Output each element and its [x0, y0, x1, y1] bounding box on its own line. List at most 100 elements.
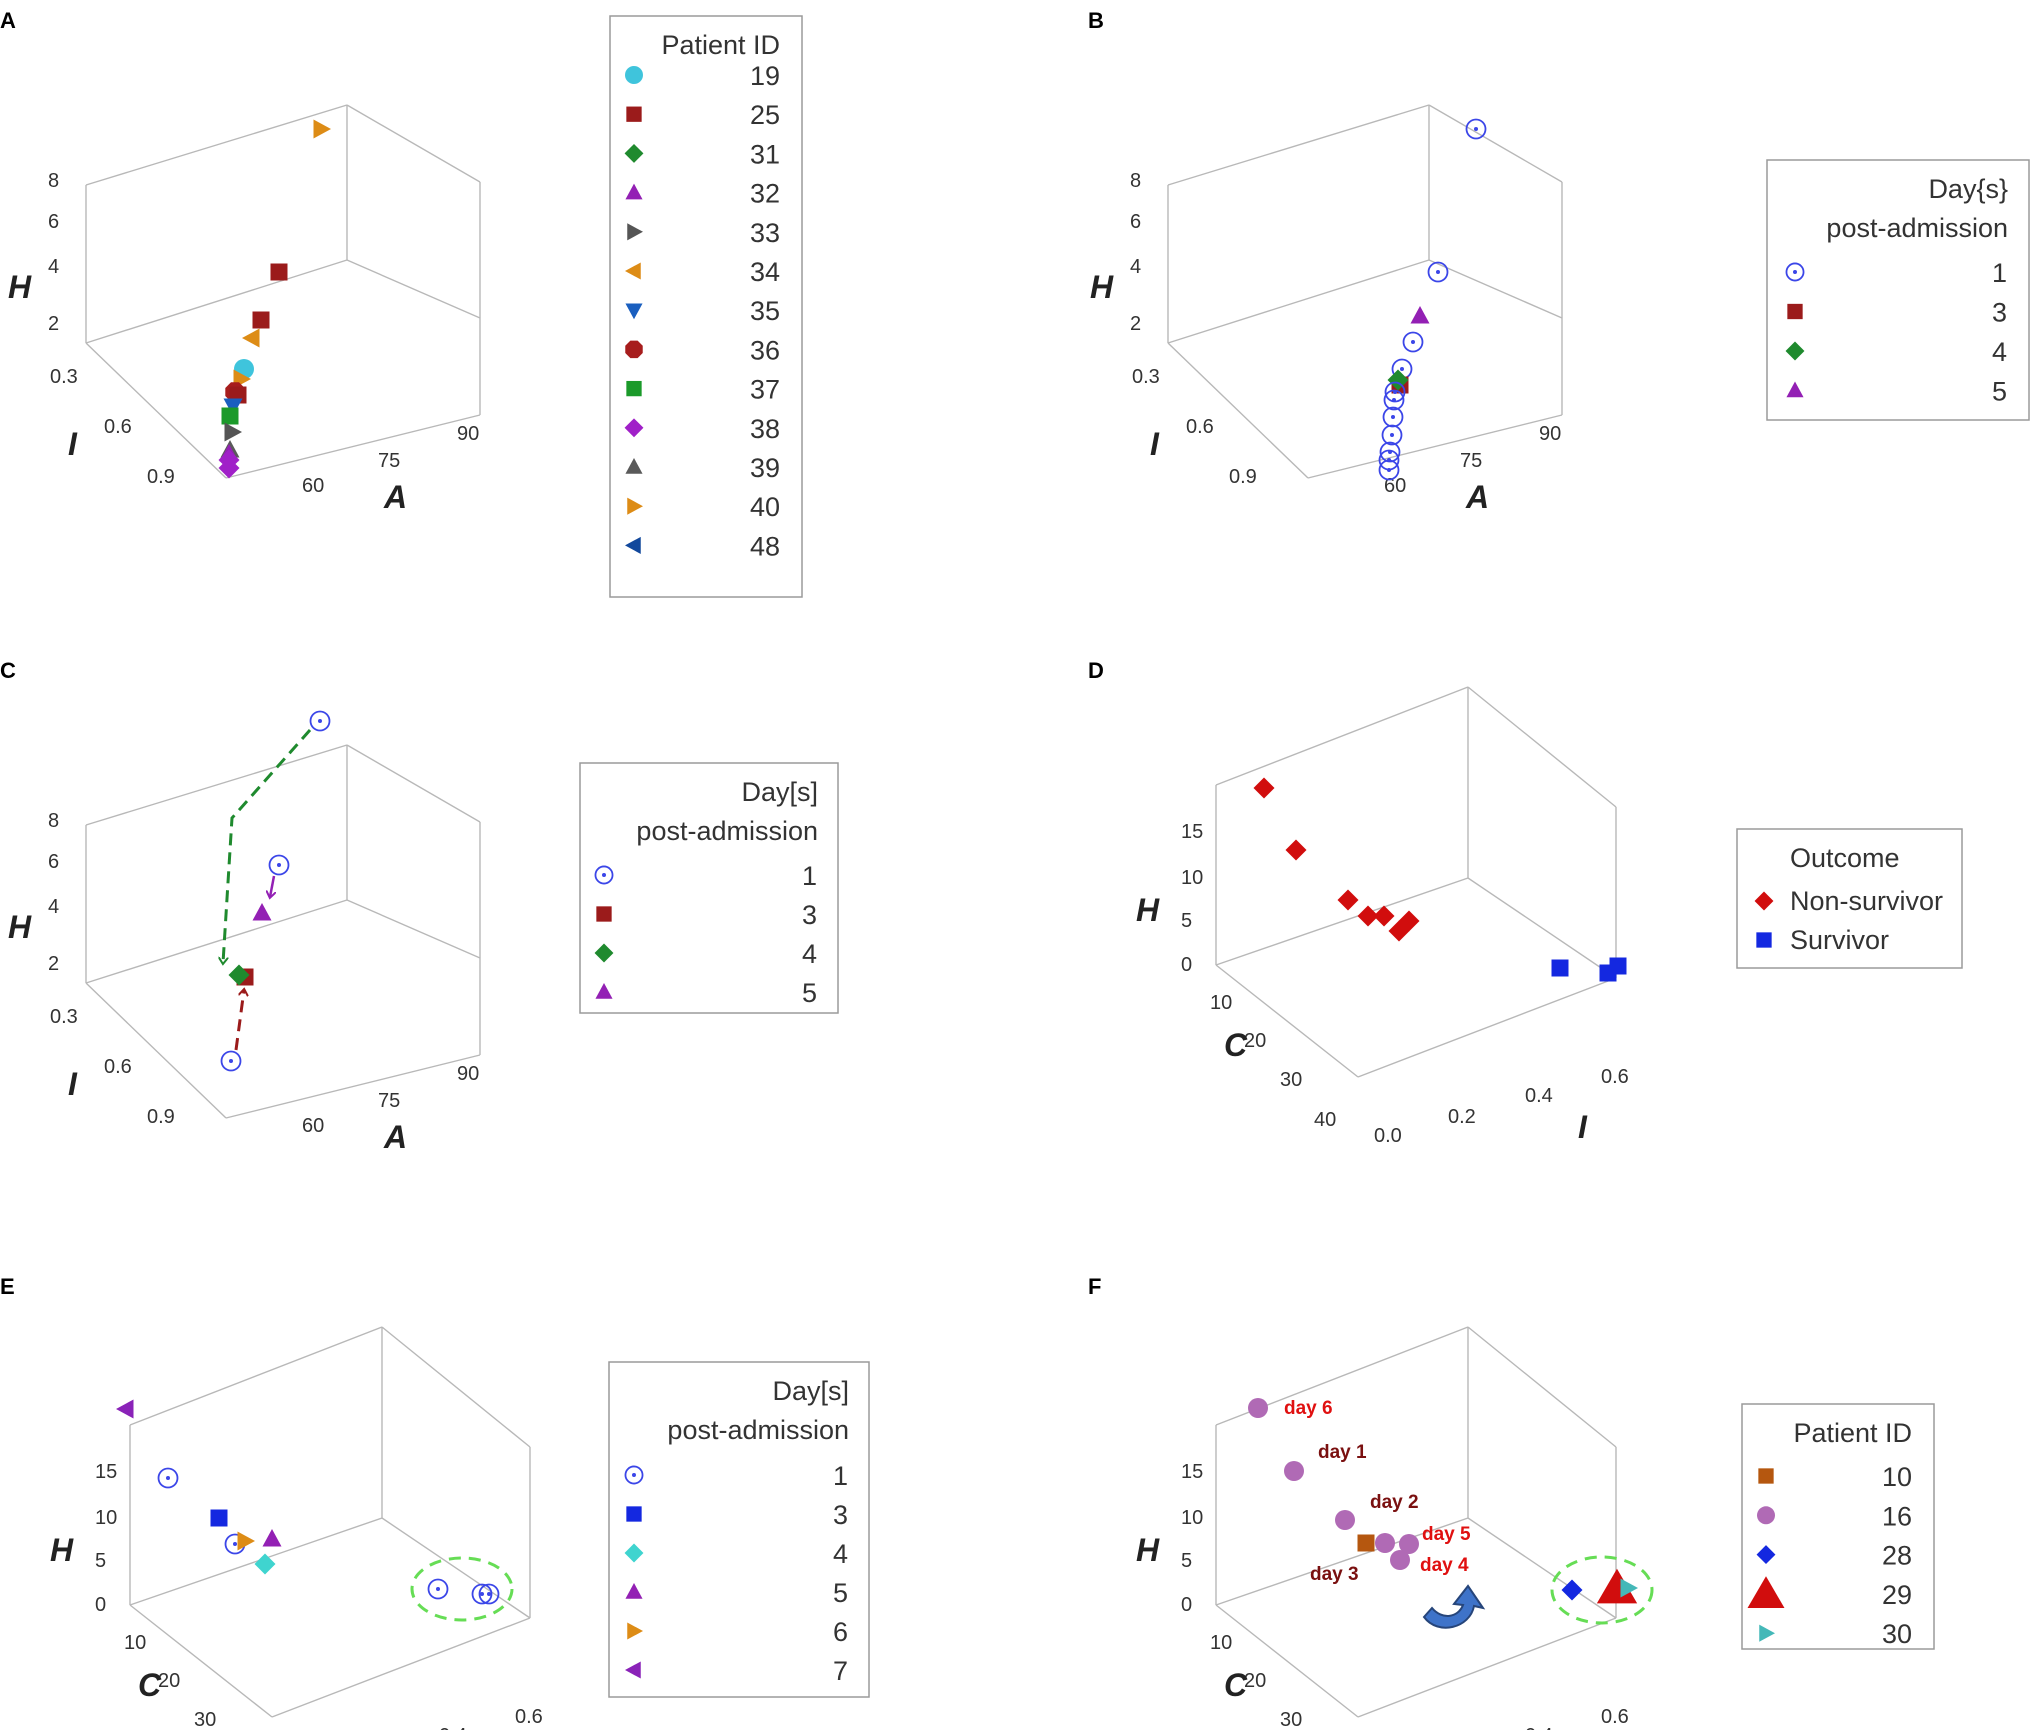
axis-box-edge	[225, 1054, 481, 1119]
marker-shape	[1253, 777, 1275, 799]
legend-marker	[625, 66, 643, 84]
marker-shape	[436, 1587, 440, 1591]
y-tick-label: 0.3	[1132, 366, 1160, 388]
data-point	[1402, 331, 1424, 353]
data-point	[471, 1583, 493, 1605]
marker-shape	[1285, 839, 1307, 861]
marker-shape	[1757, 1506, 1775, 1525]
marker-shape	[223, 398, 243, 416]
data-point	[157, 1467, 179, 1489]
data-point	[1375, 1533, 1395, 1553]
legend-marker	[594, 865, 614, 885]
data-point	[1382, 406, 1404, 428]
legend: Day{s} post-admission 1 3 4 5	[1766, 159, 2030, 421]
z-tick-label: 2	[48, 953, 59, 975]
axis-box-edge	[85, 982, 227, 1119]
data-point	[478, 1583, 500, 1605]
marker-shape	[318, 719, 322, 723]
marker-shape	[229, 1059, 233, 1063]
marker-shape	[1596, 1568, 1638, 1604]
day-annotation: day 2	[1370, 1492, 1419, 1513]
z-tick-label: 4	[48, 896, 59, 918]
legend-marker	[625, 536, 641, 554]
axis-box-edge	[1428, 259, 1563, 319]
c-tick-label: 30	[1280, 1069, 1302, 1091]
marker-shape	[309, 710, 331, 732]
data-point	[228, 964, 250, 986]
marker-shape	[627, 497, 643, 515]
marker-shape	[1551, 959, 1569, 977]
marker-shape	[224, 422, 242, 442]
marker-shape	[1390, 1550, 1410, 1570]
marker-shape	[262, 1529, 282, 1547]
x-tick-label: 75	[378, 450, 400, 472]
data-point	[1410, 306, 1430, 324]
z-tick-label: 5	[1181, 910, 1192, 932]
marker-shape	[1373, 905, 1395, 927]
legend-marker	[626, 1506, 642, 1522]
legend-label: Non-survivor	[1790, 886, 1943, 916]
marker-shape	[270, 263, 288, 281]
panel-label: F	[1088, 1274, 1101, 1299]
x-tick-label: 75	[1460, 450, 1482, 472]
marker-shape	[1248, 1398, 1268, 1418]
marker-shape	[1387, 369, 1409, 391]
data-point	[1398, 910, 1420, 932]
marker-shape	[1284, 1461, 1304, 1481]
marker-shape	[1754, 891, 1774, 911]
marker-shape	[627, 1622, 643, 1640]
x-tick-label: 75	[378, 1090, 400, 1112]
i-tick-label: 0.0	[1374, 1125, 1402, 1147]
panel-label: A	[0, 8, 16, 33]
marker-shape	[1787, 303, 1803, 320]
data-point	[223, 398, 243, 416]
data-point	[262, 1529, 282, 1547]
legend-label: 28	[1882, 1541, 1912, 1571]
legend-marker	[1758, 1468, 1774, 1484]
day-annotation: day 5	[1422, 1524, 1471, 1545]
legend-label: 4	[833, 1539, 848, 1569]
legend-title: Outcome	[1790, 843, 1900, 873]
legend-marker	[624, 418, 644, 438]
marker-shape	[221, 407, 239, 425]
legend-title: Day[s]	[741, 777, 818, 807]
legend-label: 34	[750, 257, 780, 287]
legend-label: 5	[802, 978, 817, 1008]
legend-marker	[625, 262, 641, 280]
marker-shape	[427, 1578, 449, 1600]
z-tick-label: 4	[1130, 256, 1141, 278]
marker-shape	[1620, 1578, 1638, 1598]
marker-shape	[626, 1506, 642, 1522]
axis-box-edge	[129, 1604, 273, 1718]
z-tick-label: 5	[1181, 1550, 1192, 1572]
z-tick-label: 6	[1130, 211, 1141, 233]
marker-shape	[237, 1531, 255, 1551]
marker-shape	[233, 1542, 237, 1546]
legend-label: 1	[802, 861, 817, 891]
c-tick-label: 10	[124, 1632, 146, 1654]
marker-shape	[157, 1467, 179, 1489]
axis-box-edge	[225, 414, 481, 479]
legend-marker	[626, 380, 642, 397]
legend-label: 29	[1882, 1580, 1912, 1610]
y-axis-label: I	[1150, 426, 1160, 462]
axis-box-edge	[129, 1517, 383, 1606]
marker-shape	[596, 906, 612, 922]
data-point	[309, 710, 331, 732]
i-tick-label: 0.6	[1601, 1706, 1629, 1728]
z-axis-label: H	[50, 1532, 74, 1568]
data-point	[1248, 1398, 1268, 1418]
panel-d: D 0 5 10 15 10 20 30 40 0.0 0.2 0.4 0.6 H C I Outcome Non…	[1088, 658, 1963, 1147]
axis-box-edge	[1307, 414, 1563, 479]
legend-marker	[625, 1583, 643, 1599]
z-tick-label: 0	[1181, 1594, 1192, 1616]
data-point	[1561, 1579, 1583, 1601]
day-annotation: day 6	[1284, 1398, 1333, 1419]
marker-shape	[478, 1583, 500, 1605]
axis-box-edge	[381, 1517, 531, 1619]
x-tick-label: 90	[457, 423, 479, 445]
z-tick-label: 15	[95, 1461, 117, 1483]
marker-shape	[1793, 270, 1797, 274]
legend-label: 3	[802, 900, 817, 930]
